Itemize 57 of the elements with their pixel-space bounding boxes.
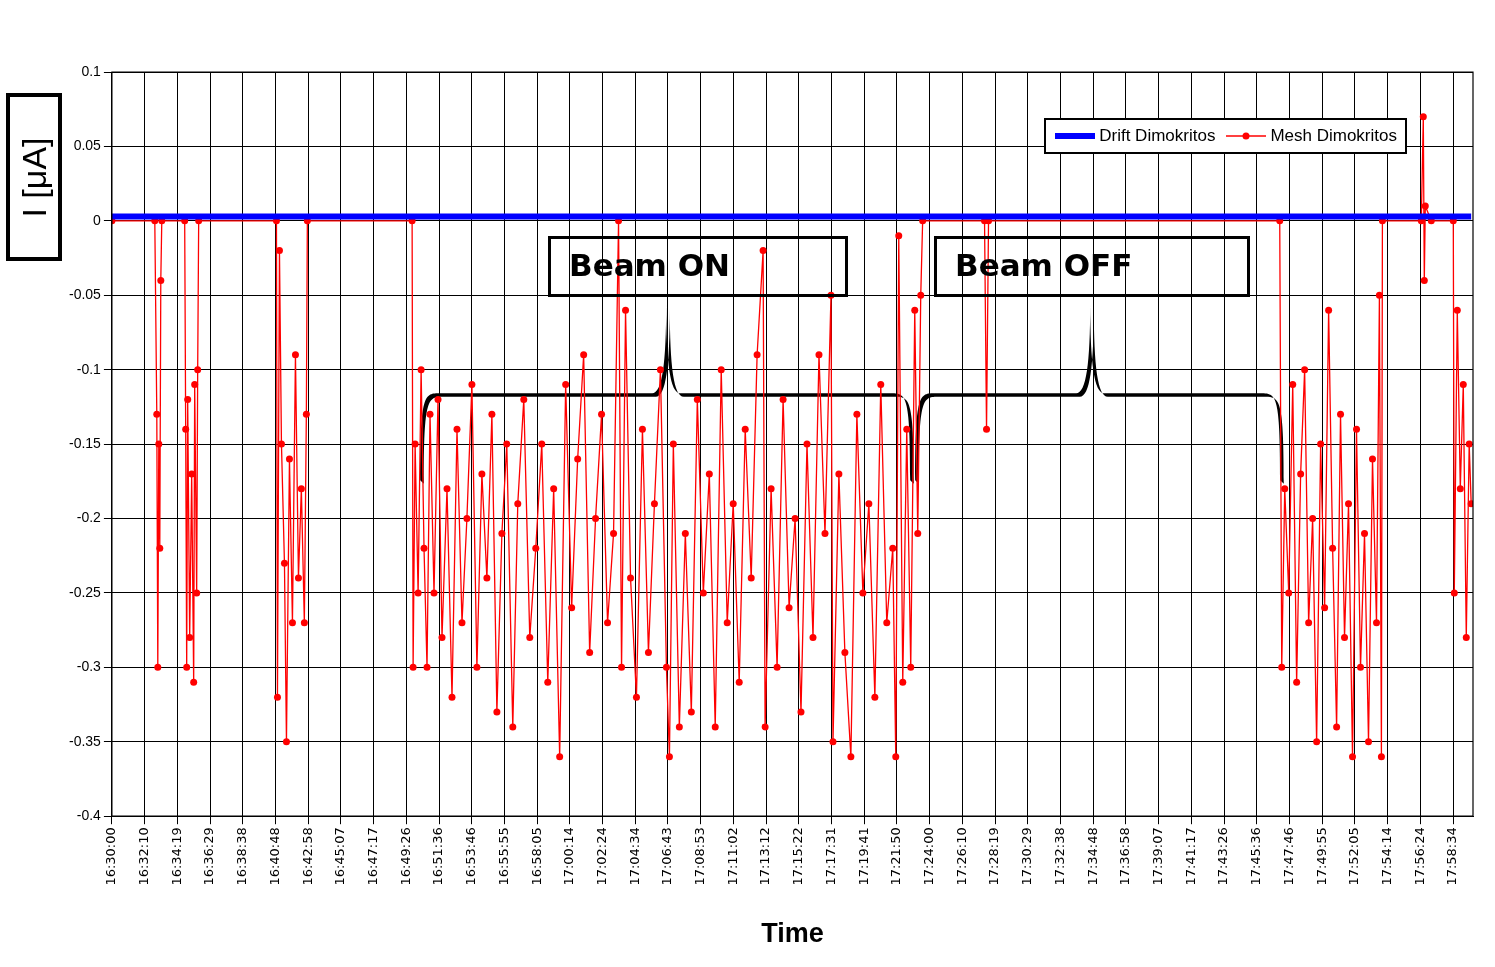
x-tick-label: 16:53:46 — [463, 827, 479, 886]
x-tick-label: 16:58:05 — [528, 827, 544, 886]
y-tick-label: -0.3 — [76, 658, 102, 675]
x-tick-label: 17:13:12 — [757, 827, 773, 886]
y-tick-label: 0 — [93, 211, 102, 228]
x-tick-label: 17:43:26 — [1215, 827, 1231, 886]
legend-label: Mesh Dimokritos — [1270, 126, 1397, 146]
x-tick-label: 16:36:29 — [201, 827, 217, 886]
y-tick-label: 0.05 — [73, 137, 102, 154]
x-tick-label: 16:40:48 — [266, 827, 282, 886]
x-tick-label: 17:54:14 — [1378, 827, 1394, 886]
x-tick-label: 16:45:07 — [332, 827, 348, 886]
x-tick-label: 17:15:22 — [790, 827, 806, 886]
x-tick-label: 17:41:17 — [1182, 827, 1198, 886]
y-tick-label: -0.05 — [68, 286, 102, 303]
x-tick-label: 17:32:38 — [1051, 827, 1067, 886]
x-tick-label: 16:55:55 — [495, 827, 511, 886]
x-tick-label: 17:04:34 — [626, 827, 642, 886]
y-tick-label: -0.35 — [68, 732, 102, 749]
y-tick-label: -0.25 — [68, 583, 102, 600]
y-tick-label: -0.4 — [76, 807, 102, 824]
y-axis-title: I [μA] — [14, 136, 54, 218]
x-tick-label: 17:08:53 — [692, 827, 708, 886]
x-tick-label: 17:02:24 — [593, 827, 609, 886]
x-tick-label: 17:19:41 — [855, 827, 871, 886]
x-tick-label: 17:58:34 — [1444, 827, 1460, 886]
x-tick-label: 17:34:48 — [1084, 827, 1100, 886]
x-tick-label: 17:56:24 — [1411, 827, 1427, 886]
x-tick-label: 17:17:31 — [822, 827, 838, 886]
x-tick-label: 17:24:00 — [921, 827, 937, 886]
x-tick-label: 16:51:36 — [430, 827, 446, 886]
x-tick-label: 17:21:50 — [888, 827, 904, 886]
x-tick-label: 16:34:19 — [168, 827, 184, 886]
x-axis-title: Time — [761, 918, 824, 949]
x-tick-label: 17:49:55 — [1313, 827, 1329, 886]
y-tick-label: -0.15 — [68, 434, 102, 451]
x-tick-label: 16:30:00 — [103, 827, 119, 886]
x-tick-label: 17:39:07 — [1150, 827, 1165, 886]
x-tick-label: 17:00:14 — [561, 827, 577, 886]
x-tick-label: 17:52:05 — [1346, 827, 1362, 886]
x-tick-label: 16:32:10 — [135, 827, 151, 886]
x-tick-label: 17:36:58 — [1117, 827, 1133, 886]
x-tick-label: 17:28:19 — [986, 827, 1002, 886]
x-tick-label: 17:30:29 — [1019, 827, 1035, 886]
x-tick-label: 16:49:26 — [397, 827, 413, 886]
x-tick-label: 16:42:58 — [299, 827, 315, 886]
x-tick-label: 17:26:10 — [953, 827, 969, 886]
x-tick-label: 16:47:17 — [364, 827, 380, 886]
x-tick-label: 17:47:46 — [1280, 827, 1296, 886]
legend-label: Drift Dimokritos — [1099, 126, 1216, 146]
x-tick-label: 16:38:38 — [234, 827, 250, 886]
x-tick-label: 17:11:02 — [724, 827, 740, 886]
y-tick-label: 0.1 — [81, 62, 102, 79]
x-tick-label: 17:45:36 — [1248, 827, 1264, 886]
y-tick-label: -0.2 — [76, 509, 102, 526]
y-tick-label: -0.1 — [76, 360, 102, 377]
x-tick-label: 17:06:43 — [659, 827, 675, 886]
